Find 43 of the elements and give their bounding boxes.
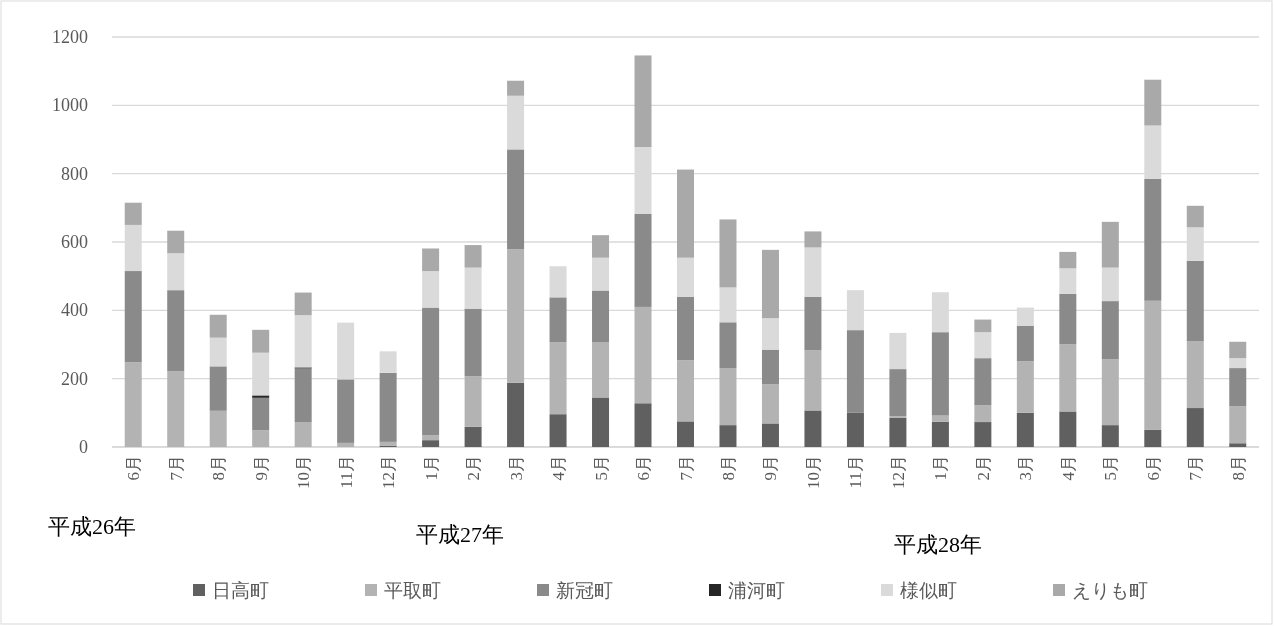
x-tick-label: 8月: [718, 455, 738, 481]
text: 平成28年: [894, 532, 982, 557]
x-tick-label: 10月: [803, 455, 823, 489]
x-tick-label: 5月: [591, 455, 611, 481]
x-tick-label: 6月: [1143, 455, 1163, 481]
x-tick-label: 7月: [1186, 455, 1206, 481]
x-tick-label: 5月: [1101, 455, 1121, 481]
y-tick-label: 200: [61, 368, 88, 389]
y-tick-label: 800: [61, 163, 88, 184]
x-tick-label: 1月: [931, 455, 951, 481]
text: 平成26年: [48, 514, 136, 539]
y-tick-label: 400: [61, 300, 88, 321]
y-tick-label: 1000: [52, 95, 88, 116]
x-tick-label: 11月: [846, 455, 866, 489]
x-tick-label: 6月: [124, 455, 144, 481]
x-tick-label: 12月: [888, 455, 908, 489]
x-tick-label: 4月: [549, 455, 569, 481]
y-tick-label: 600: [61, 232, 88, 252]
legend-label: 浦河町: [728, 580, 785, 601]
x-tick-label: 11月: [336, 455, 356, 489]
x-tick-label: 12月: [379, 455, 399, 489]
x-tick-label: 8月: [209, 455, 229, 481]
x-tick-label: 7月: [676, 455, 696, 481]
legend-label: 様似町: [900, 580, 957, 601]
x-tick-label: 8月: [1228, 455, 1248, 481]
legend-label: 日高町: [212, 580, 269, 601]
legend-label: 新冠町: [556, 580, 613, 601]
x-tick-label: 9月: [761, 455, 781, 481]
x-tick-label: 10月: [294, 455, 314, 489]
x-tick-label: 2月: [973, 455, 993, 481]
text: 平成27年: [416, 522, 504, 547]
x-tick-label: 3月: [1016, 455, 1036, 481]
legend-label: 平取町: [384, 580, 441, 601]
legend-label: えりも町: [1072, 580, 1148, 601]
x-tick-label: 4月: [1058, 455, 1078, 481]
x-tick-label: 6月: [634, 455, 654, 481]
x-tick-label: 2月: [464, 455, 484, 481]
x-tick-label: 3月: [506, 455, 526, 481]
x-tick-label: 7月: [166, 455, 186, 481]
y-tick-label: 1200: [52, 27, 88, 47]
x-tick-label: 9月: [251, 455, 271, 481]
y-tick-label: 0: [79, 437, 88, 457]
x-tick-label: 1月: [421, 455, 441, 481]
